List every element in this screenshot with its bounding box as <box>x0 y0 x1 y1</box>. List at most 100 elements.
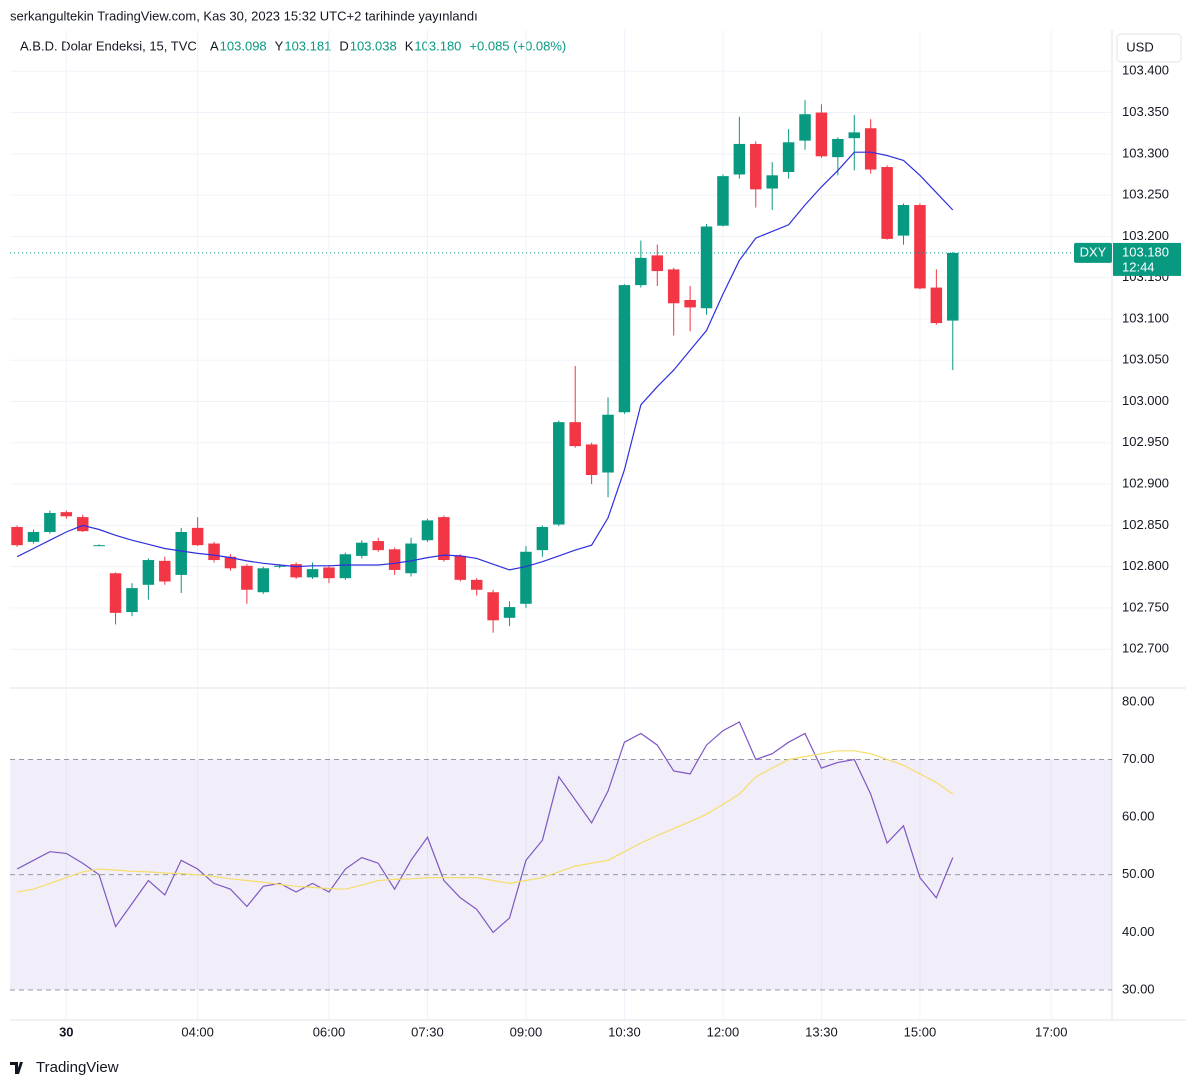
currency-button[interactable] <box>1116 33 1182 63</box>
candle-body <box>191 527 204 546</box>
legend-label: D <box>339 38 348 53</box>
candle-body <box>356 542 368 556</box>
candle-body <box>11 527 23 546</box>
x-tick-label: 13:30 <box>805 1024 838 1039</box>
candle-body <box>569 422 581 447</box>
candle-body <box>930 287 943 324</box>
y-tick-label: 40.00 <box>1122 924 1155 939</box>
y-tick-label: 103.000 <box>1122 393 1169 408</box>
legend-value: 103.098 <box>220 38 267 53</box>
candle-body <box>126 588 138 613</box>
last-price-label: 103.180 <box>1122 244 1169 259</box>
candle-body <box>388 549 401 570</box>
y-tick-label: 103.350 <box>1122 104 1169 119</box>
candle-body <box>635 257 647 286</box>
moving-average-line <box>16 151 954 571</box>
legend-value: 103.180 <box>414 38 461 53</box>
candle-body <box>782 142 795 173</box>
x-tick-label: 17:00 <box>1035 1024 1068 1039</box>
x-tick-label: 10:30 <box>608 1024 641 1039</box>
y-tick-label: 102.750 <box>1122 599 1169 614</box>
price-badge <box>1113 242 1181 276</box>
y-tick-label: 103.100 <box>1122 310 1169 325</box>
candle-body <box>470 579 483 590</box>
candle-body <box>93 545 105 547</box>
legend-label: A <box>210 38 219 53</box>
y-tick-label: 102.800 <box>1122 558 1169 573</box>
candle-body <box>602 414 614 473</box>
legend-value: 103.181 <box>284 38 331 53</box>
candle-body <box>257 568 270 593</box>
candle-body <box>142 560 155 585</box>
candle-body <box>323 567 335 579</box>
candle-body <box>224 556 237 569</box>
candle-body <box>651 255 664 272</box>
candle-body <box>750 143 762 190</box>
candle-body <box>487 592 499 621</box>
y-tick-label: 103.200 <box>1122 228 1169 243</box>
legend-change: +0.085 (+0.08%) <box>469 38 566 53</box>
y-tick-label: 80.00 <box>1122 693 1155 708</box>
y-tick-label: 102.850 <box>1122 517 1169 532</box>
y-tick-label: 70.00 <box>1122 751 1155 766</box>
candle-body <box>733 143 746 175</box>
legend-title: A.B.D. Dolar Endeksi, 15, TVC <box>20 38 197 53</box>
candle-body <box>914 205 926 289</box>
candle-body <box>44 512 56 532</box>
brand: TradingView <box>10 1059 119 1076</box>
legend-value: 103.038 <box>350 38 397 53</box>
candle-body <box>438 517 450 561</box>
candle-body <box>273 565 286 567</box>
candle-body <box>60 512 73 517</box>
candle-body <box>553 422 565 525</box>
currency-label[interactable]: USD <box>1126 39 1153 54</box>
y-tick-label: 102.700 <box>1122 641 1169 656</box>
candle-body <box>799 114 811 141</box>
candle-body <box>585 444 598 475</box>
candle-body <box>881 167 893 239</box>
symbol-badge <box>1074 242 1112 263</box>
y-tick-label: 60.00 <box>1122 809 1155 824</box>
candle-body <box>421 520 434 541</box>
y-tick-label: 103.250 <box>1122 187 1169 202</box>
legend-label: Y <box>275 38 284 53</box>
y-tick-label: 50.00 <box>1122 866 1155 881</box>
candle-body <box>717 176 729 226</box>
candle-body <box>405 543 417 574</box>
candle-body <box>208 543 220 561</box>
legend-label: K <box>405 38 414 53</box>
y-tick-label: 102.950 <box>1122 434 1169 449</box>
candle-body <box>520 551 532 604</box>
x-tick-label: 12:00 <box>707 1024 740 1039</box>
x-tick-label: 15:00 <box>904 1024 937 1039</box>
y-tick-label: 102.900 <box>1122 476 1169 491</box>
y-tick-label: 103.300 <box>1122 145 1169 160</box>
candle-body <box>618 285 631 413</box>
rsi-line <box>16 750 954 893</box>
candle-body <box>864 128 877 170</box>
countdown-label: 12:44 <box>1122 259 1155 274</box>
candle-body <box>700 226 713 309</box>
legend-items: A 103.098 Y 103.181 D 103.038 K 103.180 +0.085 (… <box>210 38 566 53</box>
candle-body <box>306 569 319 578</box>
candle-body <box>339 554 352 579</box>
candle-body <box>27 531 40 542</box>
candle-body <box>454 555 467 580</box>
x-tick-label: 04:00 <box>181 1024 214 1039</box>
candle-body <box>832 138 844 158</box>
candle-body <box>536 527 549 551</box>
candle-body <box>503 607 516 618</box>
candle-body <box>947 252 959 321</box>
candle-body <box>76 517 89 532</box>
candle-body <box>159 560 171 582</box>
candle-body <box>667 269 680 304</box>
candle-body <box>766 175 778 189</box>
brand-name: TradingView <box>36 1059 119 1076</box>
x-tick-label: 06:00 <box>313 1024 346 1039</box>
candle-body <box>684 299 696 308</box>
published-note: serkangultekin TradingView.com, Kas 30, … <box>10 8 478 23</box>
x-tick-label: 30 <box>59 1024 73 1039</box>
y-tick-label: 30.00 <box>1122 981 1155 996</box>
candle-body <box>848 132 861 139</box>
